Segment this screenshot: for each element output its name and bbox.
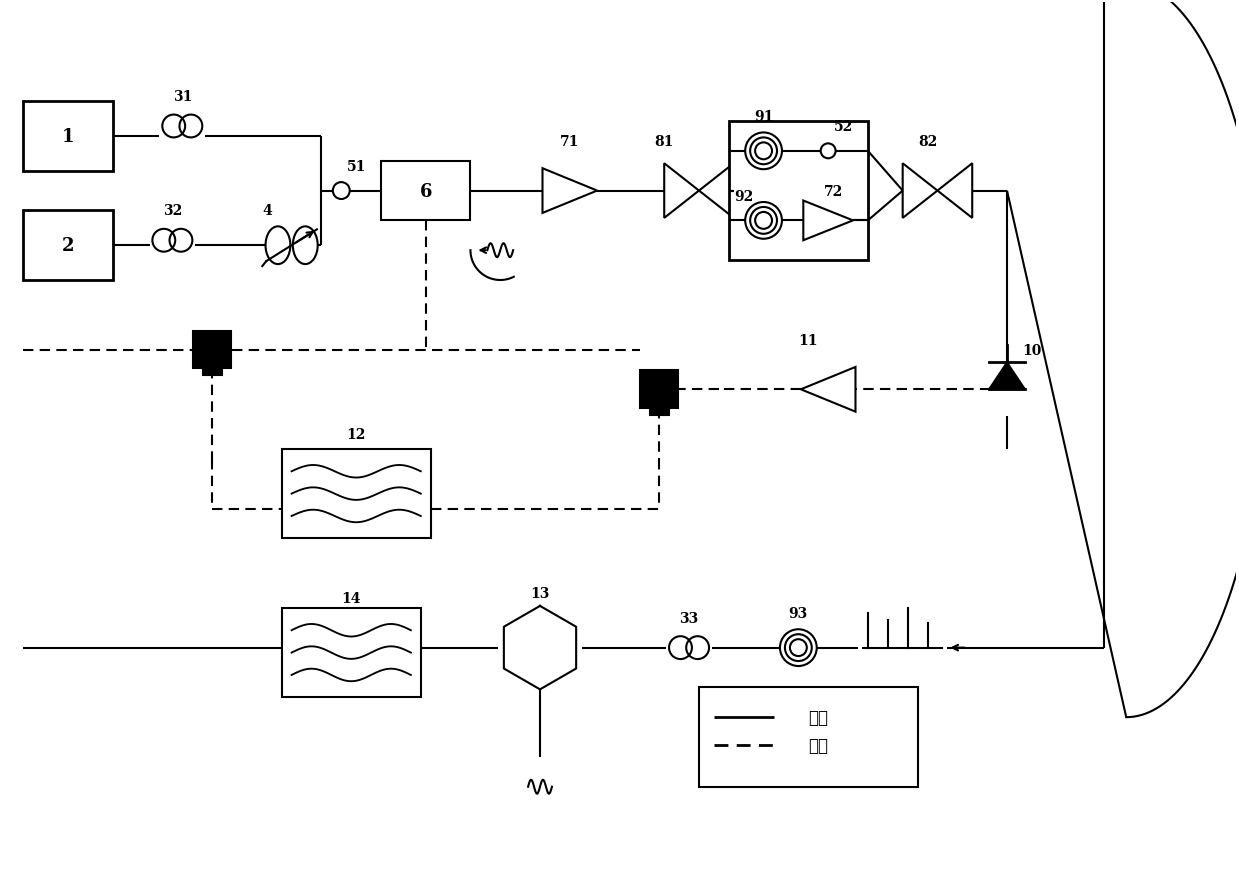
Text: 81: 81 [654, 135, 674, 149]
Bar [281, 608, 421, 698]
Text: 11: 11 [799, 333, 818, 348]
Bar [699, 687, 918, 786]
Text: 4: 4 [261, 204, 271, 218]
Bar [649, 408, 669, 415]
Text: 32: 32 [162, 204, 182, 218]
Bar [203, 369, 222, 376]
Text: 12: 12 [347, 428, 366, 441]
Text: 6: 6 [420, 182, 432, 201]
Text: 电路: 电路 [808, 737, 828, 753]
Text: 93: 93 [789, 607, 808, 620]
Text: 82: 82 [918, 135, 937, 149]
Text: 14: 14 [342, 591, 361, 605]
Bar [641, 371, 678, 408]
Bar [24, 211, 113, 281]
Text: 71: 71 [560, 135, 580, 149]
Text: 33: 33 [679, 611, 699, 625]
Text: 52: 52 [834, 120, 852, 134]
Text: 92: 92 [733, 189, 753, 203]
Text: 10: 10 [1022, 343, 1042, 357]
Polygon shape [989, 363, 1025, 390]
Bar [729, 122, 867, 261]
Text: 2: 2 [62, 237, 74, 255]
Bar [382, 162, 471, 221]
Text: 1: 1 [62, 128, 74, 146]
Text: 72: 72 [824, 184, 843, 198]
Text: 13: 13 [530, 587, 550, 600]
Bar [24, 102, 113, 171]
Bar [193, 331, 230, 369]
Text: 51: 51 [347, 160, 366, 174]
Text: 光路: 光路 [808, 709, 828, 726]
Text: 91: 91 [753, 109, 773, 124]
Text: 31: 31 [172, 90, 192, 104]
Bar [281, 449, 431, 539]
